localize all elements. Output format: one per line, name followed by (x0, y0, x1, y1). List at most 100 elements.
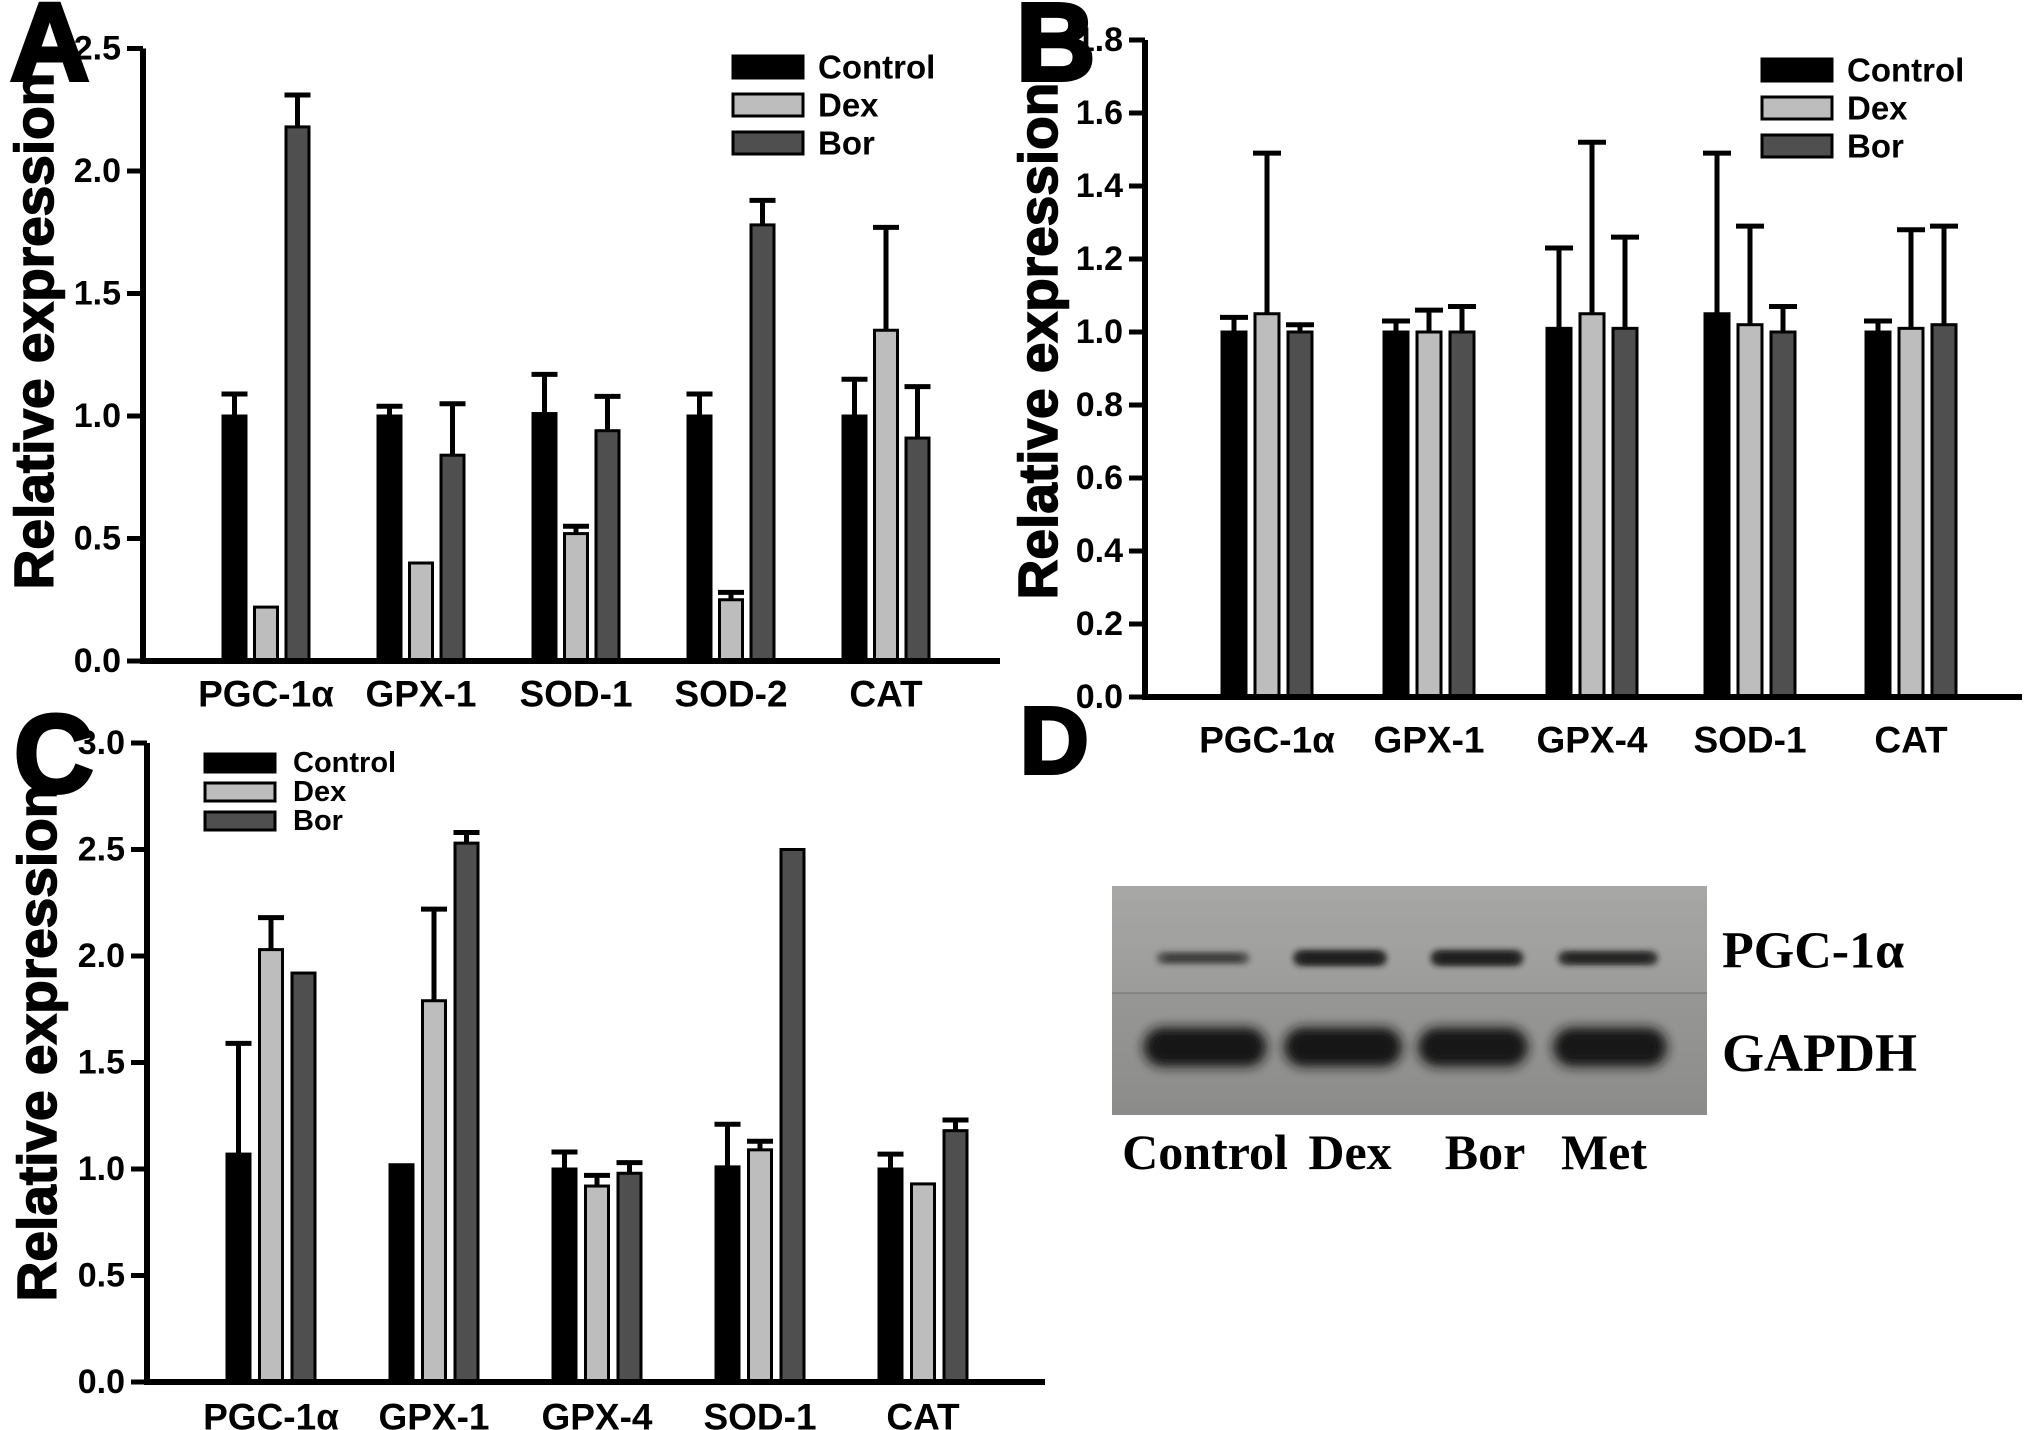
legend-label-control: Control (818, 49, 935, 86)
category-label-2: GPX-4 (1536, 720, 1647, 761)
y-tick-label: 2.5 (74, 30, 121, 68)
y-tick-label: 2.5 (78, 831, 125, 869)
category-label-4: CAT (1874, 720, 1948, 761)
bar-control-0 (225, 1152, 252, 1384)
bar-bor-4 (942, 1129, 969, 1384)
y-tick-label: 0.8 (1076, 386, 1123, 424)
bar-bor-1 (1448, 330, 1476, 699)
panel-label-c: C (12, 693, 95, 816)
blot-row-label-0: PGC-1α (1722, 923, 1904, 980)
y-axis-title-b: Relative expression (1006, 82, 1070, 600)
bar-control-2 (1545, 326, 1573, 699)
bar-control-1 (1382, 330, 1410, 699)
category-label-2: GPX-4 (541, 1397, 652, 1430)
legend-swatch-dex (731, 92, 805, 118)
blot-band-core (1426, 1035, 1520, 1059)
bar-dex-1 (1415, 330, 1443, 699)
category-label-2: SOD-1 (519, 674, 632, 715)
bar-bor-0 (284, 125, 311, 663)
blot-band-core (1561, 1035, 1659, 1059)
y-tick-label: 1.5 (74, 275, 121, 313)
y-tick-label: 0.0 (74, 642, 121, 680)
bar-control-4 (1864, 330, 1892, 699)
y-tick-label: 0.4 (1076, 532, 1123, 570)
bar-dex-1 (408, 561, 434, 663)
bar-bor-4 (904, 436, 931, 663)
bar-dex-4 (873, 328, 899, 663)
bar-control-3 (686, 414, 713, 663)
blot-lane-label-bor: Bor (1445, 1124, 1526, 1180)
y-tick-label: 0.5 (74, 520, 121, 558)
blot-band-core (1293, 1035, 1393, 1059)
y-tick-label: 1.0 (1076, 313, 1123, 351)
bar-control-3 (714, 1165, 741, 1384)
bar-dex-0 (253, 605, 279, 663)
category-label-0: PGC-1α (203, 1397, 339, 1430)
bar-bor-3 (779, 848, 806, 1384)
bar-control-1 (388, 1163, 415, 1384)
legend-label-bor: Bor (818, 125, 875, 162)
chart-panel-b: 0.0 0.2 0.4 0.6 0.8 1.0 1.2 1.4 1.6 1.8 PGC-1α GPX-… (1076, 21, 2022, 761)
bar-dex-3 (1736, 323, 1764, 699)
y-tick-label: 1.6 (1076, 94, 1123, 132)
bar-bor-4 (1930, 323, 1958, 699)
bar-bor-2 (616, 1171, 643, 1384)
legend-label-dex: Dex (293, 776, 346, 808)
blot-lane-label-dex: Dex (1308, 1124, 1391, 1180)
bar-bor-2 (594, 429, 621, 663)
blot-band-core (1437, 953, 1517, 963)
bar-bor-2 (1611, 326, 1639, 699)
category-label-1: GPX-1 (1373, 720, 1484, 761)
legend-swatch-control (1760, 57, 1834, 83)
blot-band-core (1163, 954, 1243, 962)
blot-row-label-1: GAPDH (1722, 1023, 1917, 1083)
bar-bor-3 (749, 223, 776, 663)
bar-bor-0 (290, 971, 317, 1384)
bar-control-2 (531, 412, 558, 663)
blot-upper-strip (1112, 886, 1707, 993)
legend-swatch-bor (203, 810, 277, 832)
panel-label-d: D (1018, 688, 1091, 794)
legend-swatch-control (731, 54, 805, 80)
blot-panel-d: PGC-1α GAPDH Control Dex Bor Met (1112, 886, 1917, 1180)
bar-control-0 (1220, 330, 1248, 699)
y-tick-label: 2.0 (78, 937, 125, 975)
bar-dex-0 (1253, 312, 1281, 699)
panel-label-b: B (1014, 0, 1097, 104)
category-label-1: GPX-1 (378, 1397, 489, 1430)
y-axis-title-c: Relative expression (5, 784, 69, 1302)
blot-lane-label-control: Control (1122, 1124, 1288, 1180)
blot-band-core (1300, 953, 1380, 963)
bar-control-4 (877, 1167, 904, 1384)
legend-label-bor: Bor (293, 805, 343, 837)
legend-label-bor: Bor (1847, 128, 1904, 165)
bar-dex-3 (718, 598, 744, 663)
legend-label-control: Control (293, 747, 396, 779)
y-axis-title-a: Relative expression (2, 72, 66, 590)
bar-control-4 (841, 414, 868, 663)
category-label-3: SOD-1 (1693, 720, 1806, 761)
y-tick-label: 1.8 (1076, 21, 1123, 59)
legend-swatch-control (203, 752, 277, 774)
category-label-4: CAT (886, 1397, 960, 1430)
y-tick-label: 0.0 (78, 1363, 125, 1401)
bar-dex-1 (421, 999, 447, 1384)
blot-lane-label-met: Met (1561, 1124, 1647, 1180)
category-label-3: SOD-2 (674, 674, 787, 715)
y-tick-label: 1.0 (78, 1150, 125, 1188)
y-tick-label: 1.2 (1076, 240, 1123, 278)
bar-dex-2 (1578, 312, 1606, 699)
y-tick-label: 2.0 (74, 152, 121, 190)
legend-swatch-bor (731, 130, 805, 156)
legend-label-dex: Dex (818, 87, 879, 124)
y-tick-label: 0.6 (1076, 459, 1123, 497)
y-tick-label: 1.0 (74, 397, 121, 435)
chart-panel-c: 0.0 0.5 1.0 1.5 2.0 2.5 3.0 PGC-1α GPX-1 GPX-4 SOD… (78, 724, 1045, 1430)
legend-swatch-dex (1760, 95, 1834, 121)
category-label-4: CAT (849, 674, 923, 715)
bar-dex-2 (563, 532, 589, 663)
